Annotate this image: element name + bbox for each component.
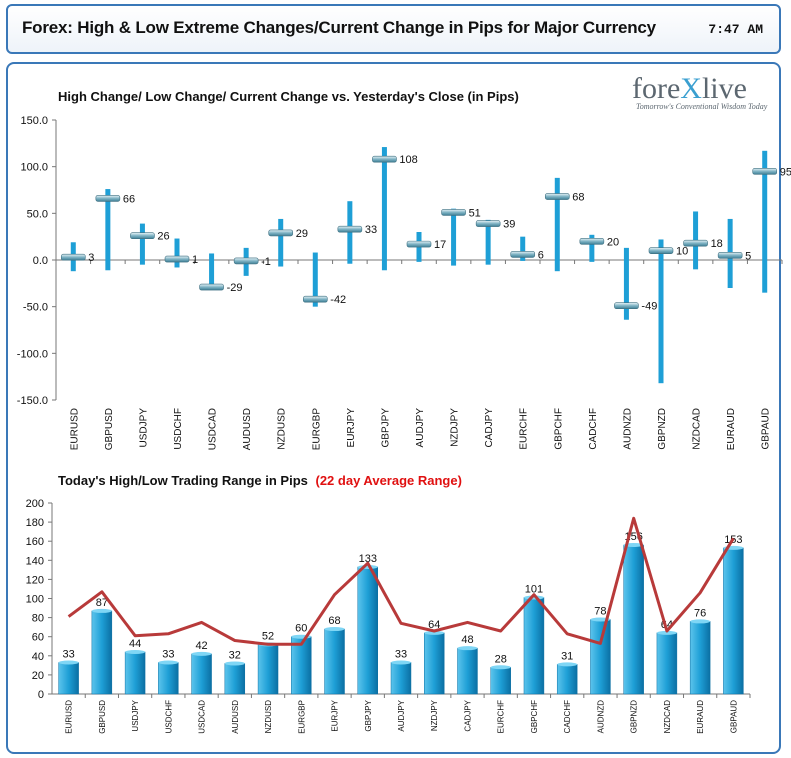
chart1-category-label: GBPNZD	[657, 408, 668, 450]
range-bar	[139, 223, 145, 265]
chart1-category-label: EURCHF	[519, 408, 530, 450]
chart1-category-label: GBPCHF	[553, 408, 564, 450]
chart1-category-label: NZDUSD	[277, 408, 288, 450]
chart1-category-label: NZDCAD	[692, 408, 703, 450]
page-header: Forex: High & Low Extreme Changes/Curren…	[6, 4, 781, 54]
chart1-category-label: AUDJPY	[415, 408, 426, 448]
chart1-y-tick-label: -150.0	[17, 395, 48, 407]
chart1-category-label: GBPAUD	[761, 408, 772, 450]
chart1-y-tick-label: -100.0	[17, 348, 48, 360]
range-bar	[174, 238, 180, 268]
chart1-y-tick-label: 0.0	[33, 255, 48, 267]
current-marker	[441, 209, 466, 216]
current-value-label: 29	[296, 228, 308, 240]
current-value-label: -42	[330, 294, 346, 306]
current-marker	[717, 252, 743, 259]
range-bar	[312, 252, 318, 307]
forexlive-logo: foreXlive Tomorrow's Conventional Wisdom…	[632, 72, 768, 111]
chart1-category-label: AUDNZD	[622, 408, 633, 450]
current-value-label: -1	[261, 256, 271, 268]
current-marker	[510, 251, 536, 258]
current-value-label: 18	[711, 238, 723, 250]
timestamp: 7:47 AM	[708, 22, 763, 37]
range-bar	[209, 253, 215, 290]
current-marker	[164, 255, 190, 263]
chart1-y-tick-label: 50.0	[27, 208, 48, 220]
current-value-label: 3	[88, 252, 94, 264]
range-bar	[623, 247, 629, 320]
current-marker	[372, 155, 397, 163]
current-marker	[406, 240, 432, 248]
chart1-title: High Change/ Low Change/ Current Change …	[58, 89, 519, 104]
chart1-category-label: USDJPY	[138, 408, 149, 448]
chart1-y-tick-label: 150.0	[20, 115, 48, 127]
current-value-label: 51	[469, 207, 481, 219]
current-value-label: 26	[157, 231, 169, 243]
chart1-category-label: CADJPY	[484, 408, 495, 448]
current-value-label: 33	[365, 224, 377, 236]
current-marker	[579, 238, 605, 245]
current-value-label: 108	[399, 154, 417, 166]
current-value-label: 6	[538, 249, 544, 261]
current-marker	[614, 302, 639, 310]
current-value-label: -29	[227, 282, 243, 294]
svg-text:foreXlive: foreXlive	[632, 72, 747, 105]
chart1-category-label: EURAUD	[726, 408, 737, 450]
range-bar	[278, 218, 284, 267]
range-bar	[105, 189, 111, 271]
current-marker	[302, 295, 328, 303]
current-value-label: 5	[745, 250, 751, 262]
current-value-label: 20	[607, 236, 619, 248]
chart1-y-tick-label: -50.0	[23, 302, 48, 314]
current-value-label: 66	[123, 193, 135, 205]
current-marker	[475, 220, 501, 227]
current-marker	[199, 283, 224, 291]
current-marker	[130, 232, 155, 240]
current-value-label: 1	[192, 254, 198, 266]
current-marker	[268, 229, 294, 237]
logo-tagline: Tomorrow's Conventional Wisdom Today	[636, 102, 768, 111]
chart1-category-label: GBPUSD	[104, 408, 115, 450]
chart1-category-label: USDCHF	[173, 408, 184, 450]
page-title: Forex: High & Low Extreme Changes/Curren…	[22, 18, 656, 37]
current-value-label: 10	[676, 246, 688, 258]
chart1-category-label: AUDUSD	[242, 408, 253, 450]
chart1-category-label: NZDJPY	[450, 408, 461, 447]
current-value-label: 95	[780, 166, 791, 178]
chart1-category-label: EURUSD	[69, 408, 80, 450]
range-bar	[485, 219, 491, 265]
chart1-category-label: USDCAD	[208, 408, 219, 450]
logo-text-right: live	[702, 72, 747, 105]
current-marker	[544, 193, 570, 200]
range-bar	[451, 208, 457, 266]
current-value-label: 39	[503, 219, 515, 231]
logo-text-x: X	[680, 72, 702, 105]
range-bar	[658, 239, 664, 384]
change-chart: foreXlive Tomorrow's Conventional Wisdom…	[17, 72, 791, 451]
logo-text-left: fore	[632, 72, 680, 105]
chart1-category-label: CADCHF	[588, 408, 599, 450]
chart1-y-tick-label: 100.0	[20, 162, 48, 174]
range-bar	[589, 234, 595, 262]
range-bar	[762, 150, 768, 293]
current-marker	[233, 257, 259, 265]
current-marker	[683, 239, 708, 247]
range-bar	[381, 147, 387, 271]
current-marker	[648, 247, 674, 254]
current-marker	[60, 253, 86, 261]
range-bar	[520, 236, 526, 261]
current-value-label: 68	[572, 192, 584, 204]
chart1-category-label: EURGBP	[311, 408, 322, 451]
chart1-category-label: GBPJPY	[380, 408, 391, 448]
current-marker	[337, 225, 363, 233]
range-bar	[554, 177, 560, 272]
current-value-label: 17	[434, 239, 446, 251]
current-marker	[95, 195, 121, 202]
current-marker	[752, 168, 778, 175]
chart1-category-label: EURJPY	[346, 408, 357, 448]
current-value-label: -49	[641, 301, 657, 313]
